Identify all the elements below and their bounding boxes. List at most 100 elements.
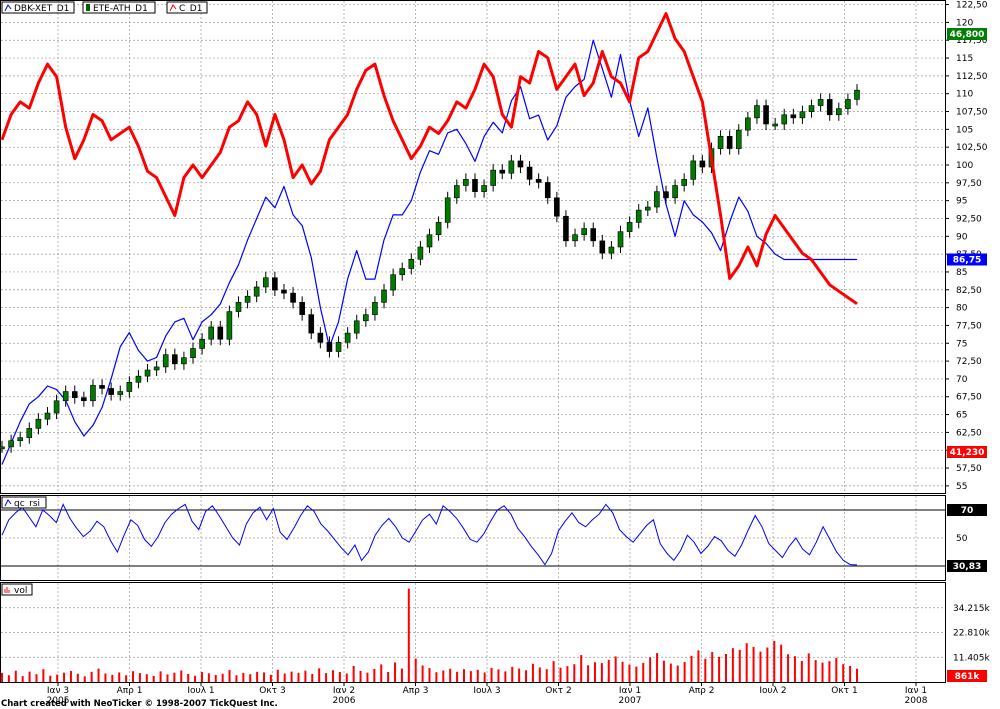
price-y-tick-label: 110 (956, 90, 973, 100)
candle-body (190, 348, 196, 359)
candle-body (808, 105, 815, 113)
price-y-tick-label: 90 (956, 232, 968, 242)
candle-body (836, 108, 842, 116)
x-tick-label: Οκτ 2 (545, 686, 571, 696)
candle-body (626, 222, 633, 232)
candle-body (244, 295, 251, 303)
price-y-tick-label: 65 (956, 411, 967, 421)
x-year-label: 2007 (619, 696, 642, 706)
candle-body (517, 160, 524, 168)
legend-box-c[interactable] (166, 1, 208, 14)
price-y-tick-label: 115 (956, 54, 973, 64)
candle-body (790, 114, 797, 119)
price-y-tick-label: 120 (956, 18, 973, 28)
series-line-c-d1 (0, 12, 858, 306)
x-tick-label: Ιαν 1 (905, 686, 927, 696)
candle-body (581, 228, 587, 236)
candle-body (253, 286, 260, 297)
candle-body (690, 160, 697, 180)
legend-c: C_D1 (179, 4, 202, 14)
price-y-tick-label: 105 (956, 125, 973, 135)
price-y-tick-label: 72,50 (956, 357, 982, 367)
legend-ete: ETE-ATH_D1 (93, 4, 148, 14)
candle-body (262, 277, 269, 288)
candle-body (735, 129, 742, 149)
candle-body (135, 375, 142, 383)
dbk-last-badge-text: 86,75 (953, 255, 981, 265)
candle-body (654, 191, 660, 208)
bar-series-icon (4, 587, 10, 593)
candle-body (681, 179, 687, 186)
candle-body (90, 385, 96, 402)
candle-body (71, 391, 78, 398)
legend-box-rsi[interactable] (1, 496, 47, 509)
candle-body (26, 428, 33, 438)
x-tick-label: Οκτ 3 (259, 686, 285, 696)
price-y-tick-label: 95 (956, 197, 967, 207)
candle-body (499, 169, 506, 174)
grid-lines (1, 1, 945, 682)
candle-body (463, 179, 469, 186)
legend-box-vol[interactable] (1, 583, 33, 596)
candle-body (535, 179, 542, 183)
rsi-last-badge-text: 30,83 (953, 562, 981, 572)
rsi-y-tick-label: 50 (956, 534, 968, 544)
volume-plot (1, 588, 858, 682)
price-y-tick-label: 55 (956, 482, 967, 492)
price-panel-frame (0, 0, 946, 494)
line-series-icon (4, 4, 12, 12)
x-tick-label: Απρ 1 (117, 686, 143, 696)
candle-body (763, 105, 769, 125)
price-y-tick-label: 57,50 (956, 464, 982, 474)
candle-body (817, 99, 824, 106)
candle-body (235, 302, 242, 312)
rsi-y-axis: 50 (956, 534, 968, 544)
candle-body (81, 397, 87, 402)
candle-body (772, 123, 778, 127)
candle-body (408, 258, 415, 269)
price-y-tick-label: 85 (956, 268, 967, 278)
volume-y-tick-label: 11.405k (953, 653, 990, 663)
volume-y-tick-label: 22.810k (953, 629, 990, 639)
candle-body (417, 246, 424, 260)
x-year-label: 2006 (333, 696, 356, 706)
candle-body (17, 437, 23, 442)
rsi-legend: qc_rsi (1, 496, 47, 509)
value-badges: 46,800 86,75 41,230 70 30,83 861k (947, 28, 987, 682)
legend-rsi: qc_rsi (14, 499, 40, 509)
candle-body (117, 391, 124, 395)
candle-body (353, 320, 360, 334)
candle-body (35, 418, 42, 429)
ete-last-badge-text: 46,800 (950, 30, 985, 40)
volume-y-tick-label: 34.215k (953, 604, 990, 614)
volume-legend: vol (1, 583, 33, 596)
candle-body (826, 99, 833, 116)
candle-body (181, 357, 187, 365)
price-y-tick-label: 102,50 (956, 143, 988, 153)
ete-last-badge (947, 28, 987, 40)
candle-body (526, 166, 533, 180)
x-tick-label: Ιαν 3 (47, 686, 69, 696)
x-tick-label: Απρ 3 (403, 686, 429, 696)
legend-box-ete[interactable] (82, 1, 156, 14)
price-y-tick-label: 67,50 (956, 393, 982, 403)
candle-body (326, 342, 333, 352)
candle-body (444, 197, 451, 223)
candle-body (290, 292, 296, 303)
candle-body (781, 114, 788, 125)
c-last-badge-text: 41,230 (950, 448, 985, 458)
candle-body (308, 314, 315, 334)
legend-box-dbk[interactable] (1, 1, 75, 14)
candle-body (745, 117, 751, 131)
legend-dbk: DBK-XET_D1 (14, 4, 69, 14)
x-tick-label: Ιουλ 2 (759, 686, 786, 696)
candle-body (845, 99, 851, 109)
price-y-tick-label: 77,50 (956, 321, 982, 331)
candle-series-icon (86, 4, 90, 11)
x-tick-label: Ιουλ 3 (473, 686, 500, 696)
x-axis: Ιαν 3 Απρ 1 Ιουλ 1 Οκτ 3 Ιαν 2 Απρ 3 Ιουλ 3 Οκτ… (47, 682, 928, 706)
candle-body (554, 197, 560, 217)
candle-body (299, 302, 305, 315)
candle-body (199, 338, 205, 349)
candle-body (617, 231, 624, 248)
